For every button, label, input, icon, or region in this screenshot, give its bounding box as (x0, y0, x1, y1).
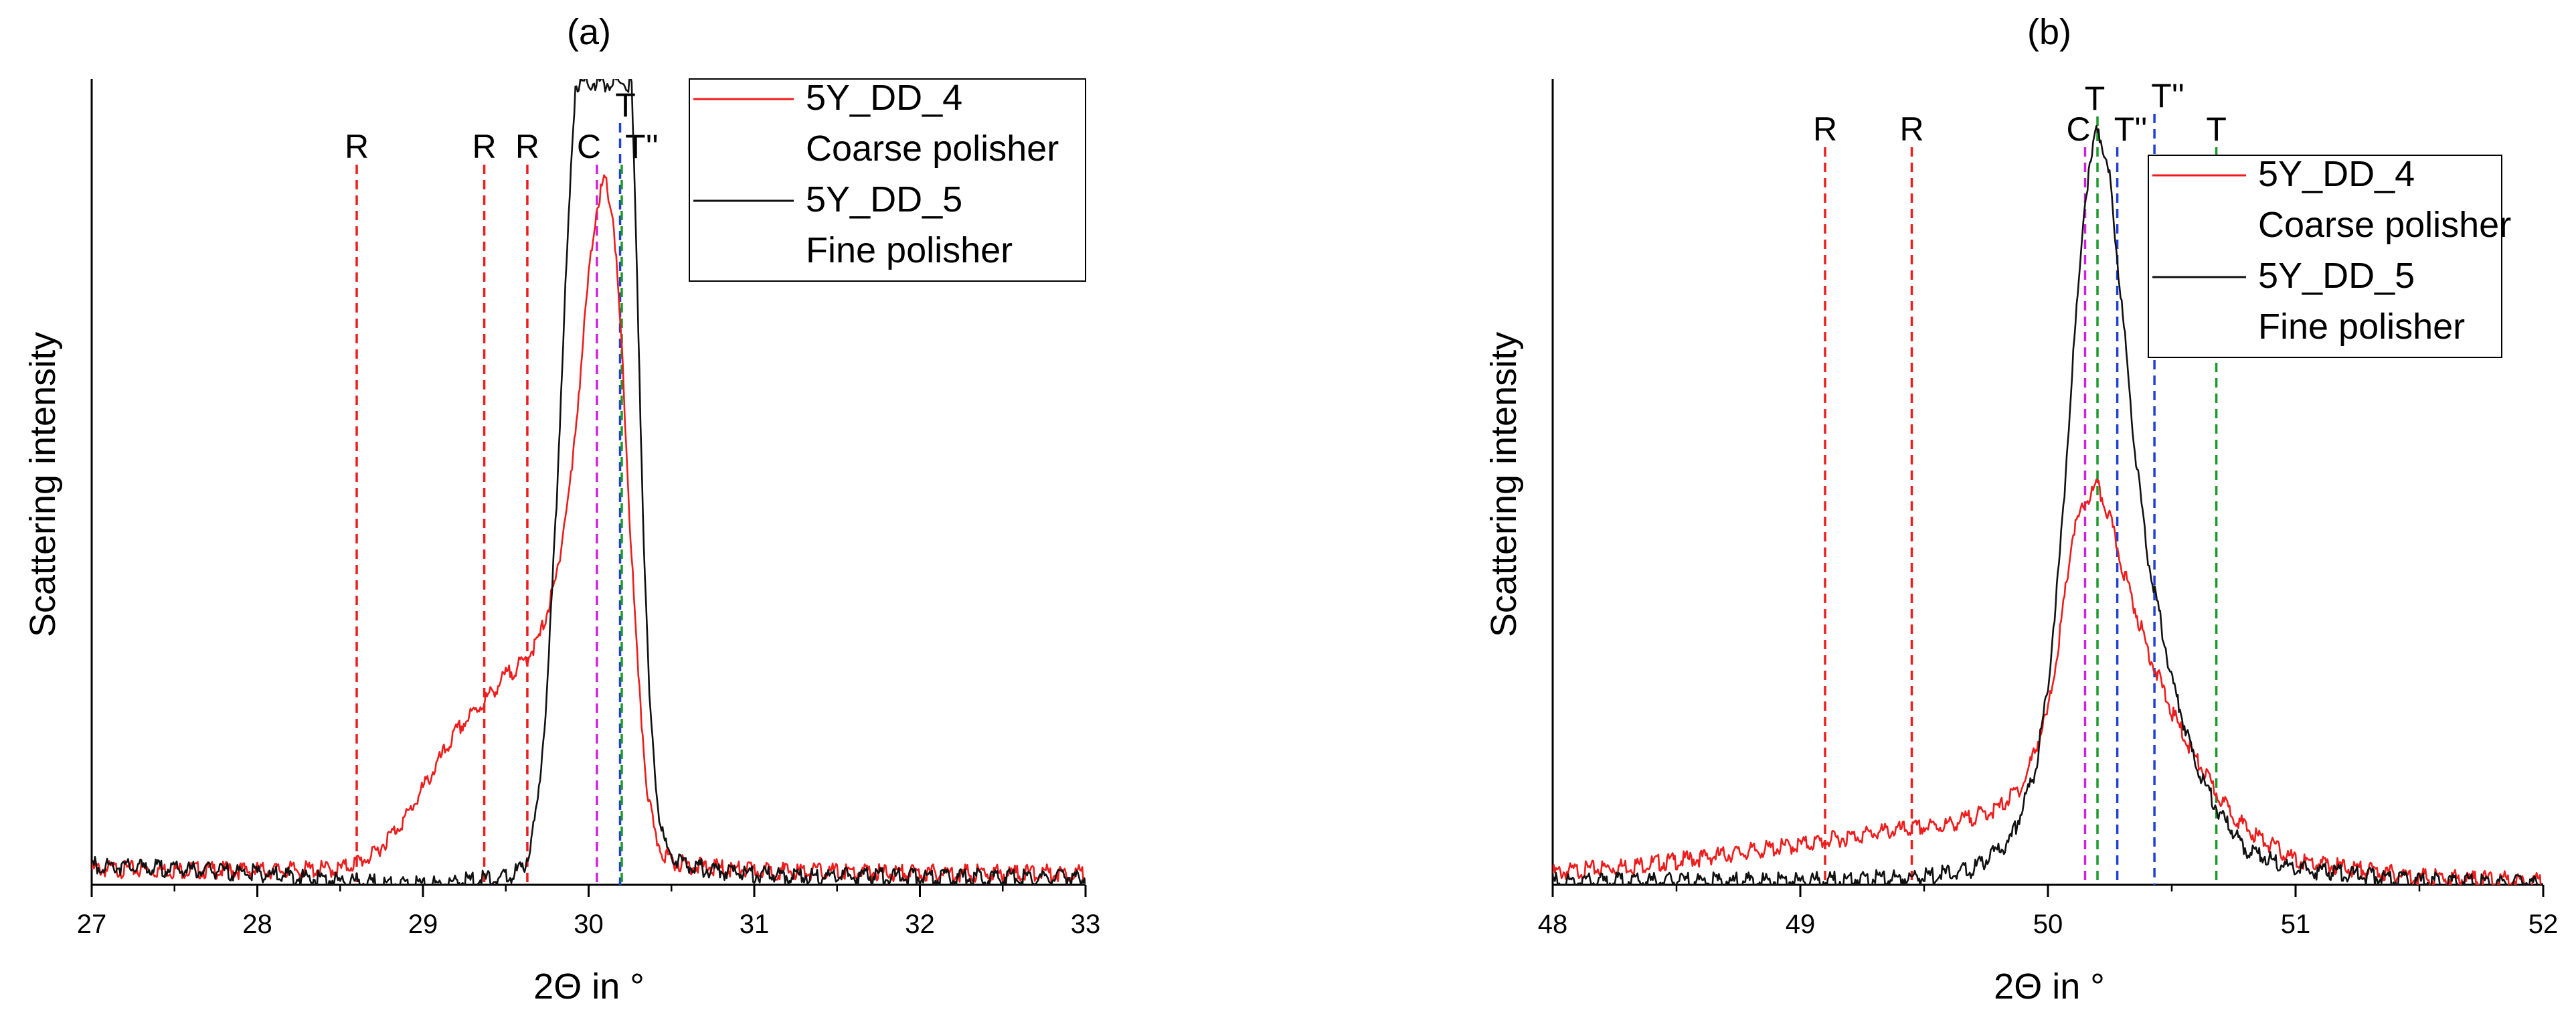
reference-label: T'' (2114, 110, 2148, 148)
series-line (92, 79, 1086, 885)
reference-label: T'' (2151, 77, 2184, 114)
legend-entry-text: 5Y_DD_5 (806, 179, 962, 220)
panel-b-title: (b) (2027, 12, 2071, 52)
legend-entry-text: 5Y_DD_4 (806, 78, 962, 118)
x-tick-label: 29 (408, 910, 438, 939)
legend-entry-text: 5Y_DD_5 (2258, 256, 2415, 296)
panel-a-title: (a) (567, 12, 611, 52)
panel-b-legend: 5Y_DD_4 Coarse polisher 5Y_DD_5 Fine polish… (2148, 154, 2511, 358)
legend-entry-text: Coarse polisher (806, 129, 1059, 169)
legend-entry-text: 5Y_DD_4 (2258, 154, 2415, 194)
reference-label: T (2085, 80, 2106, 117)
x-tick-label: 31 (740, 910, 770, 939)
x-tick-label: 48 (1538, 910, 1568, 939)
series-line (92, 174, 1086, 883)
legend-box (689, 78, 1086, 282)
x-tick-label: 28 (242, 910, 272, 939)
reference-label: R (345, 128, 369, 165)
series-line (1553, 124, 2543, 885)
reference-label: R (473, 128, 497, 165)
legend-entry-text: Coarse polisher (2258, 205, 2511, 245)
series-line (1553, 478, 2542, 885)
panel-a-legend: 5Y_DD_4 Coarse polisher 5Y_DD_5 Fine polish… (689, 78, 1086, 282)
legend-entry-text: Fine polisher (806, 230, 1013, 270)
reference-label: R (515, 128, 539, 165)
reference-label: C (2066, 110, 2090, 148)
panel-b-xlabel: 2Θ in ° (1994, 966, 2105, 1007)
x-tick-label: 30 (574, 910, 604, 939)
panel-b: (b) 2Θ in ° Scattering intensity 48 49 50 5… (1484, 12, 2558, 1007)
x-tick-label: 27 (77, 910, 107, 939)
x-tick-label: 32 (905, 910, 935, 939)
panel-b-ylabel: Scattering intensity (1484, 332, 1524, 637)
panel-a-xlabel: 2Θ in ° (533, 966, 645, 1007)
reference-label: T (2206, 110, 2227, 148)
x-tick-label: 51 (2281, 910, 2311, 939)
x-tick-label: 50 (2033, 910, 2063, 939)
reference-label: R (1899, 110, 1923, 148)
reference-label: C (577, 128, 601, 165)
panel-a-ylabel: Scattering intensity (23, 332, 63, 637)
x-tick-label: 52 (2528, 910, 2559, 939)
x-tick-label: 33 (1071, 910, 1101, 939)
legend-box (2148, 155, 2502, 358)
legend-entry-text: Fine polisher (2258, 307, 2465, 347)
reference-label: R (1813, 110, 1837, 148)
panel-a: (a) 2Θ in ° Scattering intensity 27 28 29 3… (23, 12, 1100, 1007)
x-tick-label: 49 (1786, 910, 1816, 939)
reference-label: T'' (625, 128, 659, 165)
